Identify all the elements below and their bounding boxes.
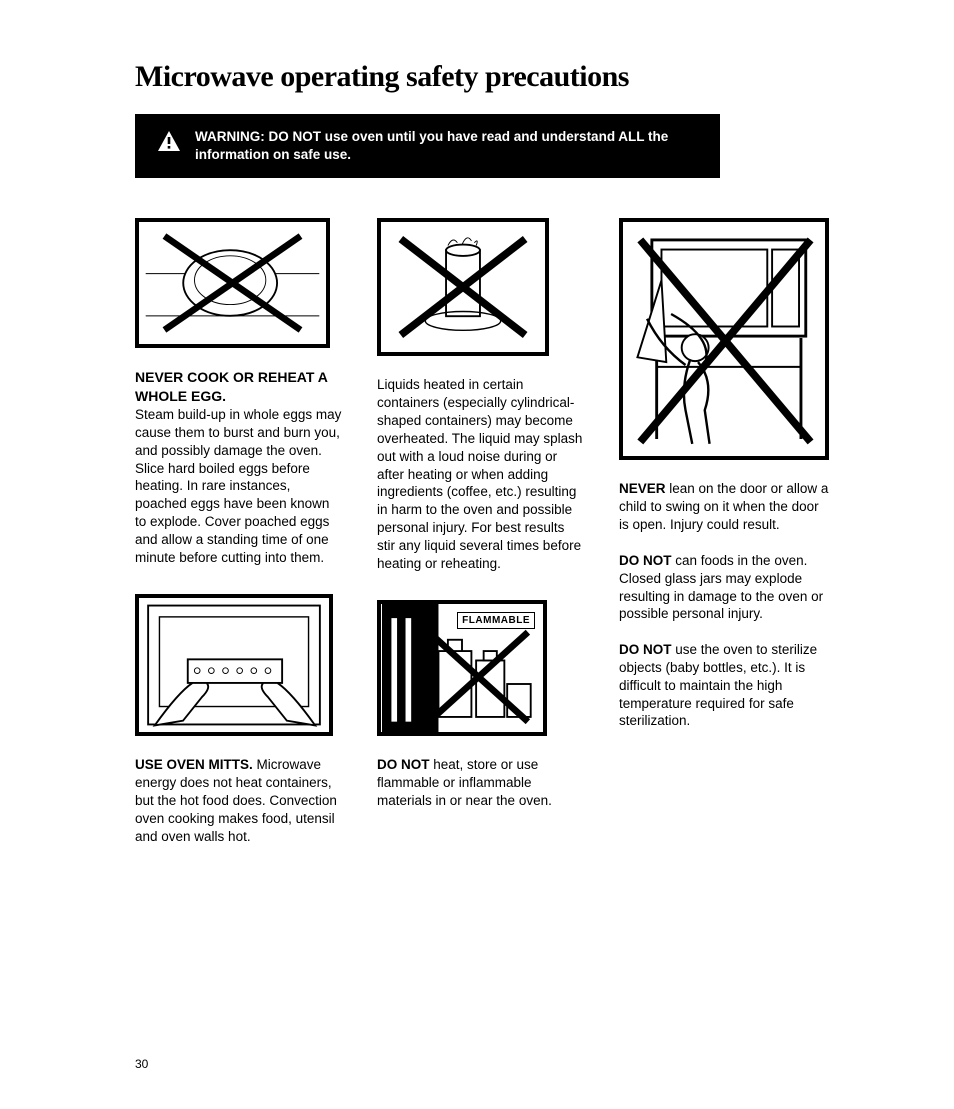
sterilize-bold: DO NOT bbox=[619, 642, 672, 657]
egg-text: NEVER COOK OR REHEAT A WHOLE EGG. Steam … bbox=[135, 368, 343, 566]
can-text: DO NOT can foods in the oven. Closed gla… bbox=[619, 552, 829, 623]
page-number: 30 bbox=[135, 1057, 148, 1071]
illustration-egg bbox=[135, 218, 330, 348]
egg-heading: NEVER COOK OR REHEAT A WHOLE EGG. bbox=[135, 369, 327, 404]
column-2: Liquids heated in certain containers (es… bbox=[377, 218, 585, 863]
column-3: NEVER lean on the door or allow a child … bbox=[619, 218, 829, 863]
warning-banner: WARNING: DO NOT use oven until you have … bbox=[135, 114, 720, 178]
warning-text: WARNING: DO NOT use oven until you have … bbox=[195, 129, 668, 162]
flammable-label: FLAMMABLE bbox=[457, 612, 535, 629]
warning-icon bbox=[157, 130, 181, 152]
content-columns: NEVER COOK OR REHEAT A WHOLE EGG. Steam … bbox=[135, 218, 829, 863]
sterilize-text: DO NOT use the oven to sterilize objects… bbox=[619, 641, 829, 730]
flammable-bold: DO NOT bbox=[377, 757, 430, 772]
mitts-text: USE OVEN MITTS. Microwave energy does no… bbox=[135, 756, 343, 845]
illustration-flammable: FLAMMABLE bbox=[377, 600, 547, 736]
column-1: NEVER COOK OR REHEAT A WHOLE EGG. Steam … bbox=[135, 218, 343, 863]
can-bold: DO NOT bbox=[619, 553, 672, 568]
liquid-text: Liquids heated in certain containers (es… bbox=[377, 376, 585, 572]
illustration-lean-door bbox=[619, 218, 829, 460]
egg-body: Steam build-up in whole eggs may cause t… bbox=[135, 407, 341, 565]
illustration-mitts bbox=[135, 594, 333, 736]
warning-prefix: WARNING: DO NOT bbox=[195, 129, 325, 144]
mitts-bold: USE OVEN MITTS. bbox=[135, 757, 253, 772]
illustration-liquid bbox=[377, 218, 549, 356]
liquid-body: Liquids heated in certain containers (es… bbox=[377, 377, 582, 570]
lean-bold: NEVER bbox=[619, 481, 666, 496]
flammable-text: DO NOT heat, store or use flammable or i… bbox=[377, 756, 585, 809]
page-title: Microwave operating safety precautions bbox=[135, 60, 829, 94]
lean-text: NEVER lean on the door or allow a child … bbox=[619, 480, 829, 533]
